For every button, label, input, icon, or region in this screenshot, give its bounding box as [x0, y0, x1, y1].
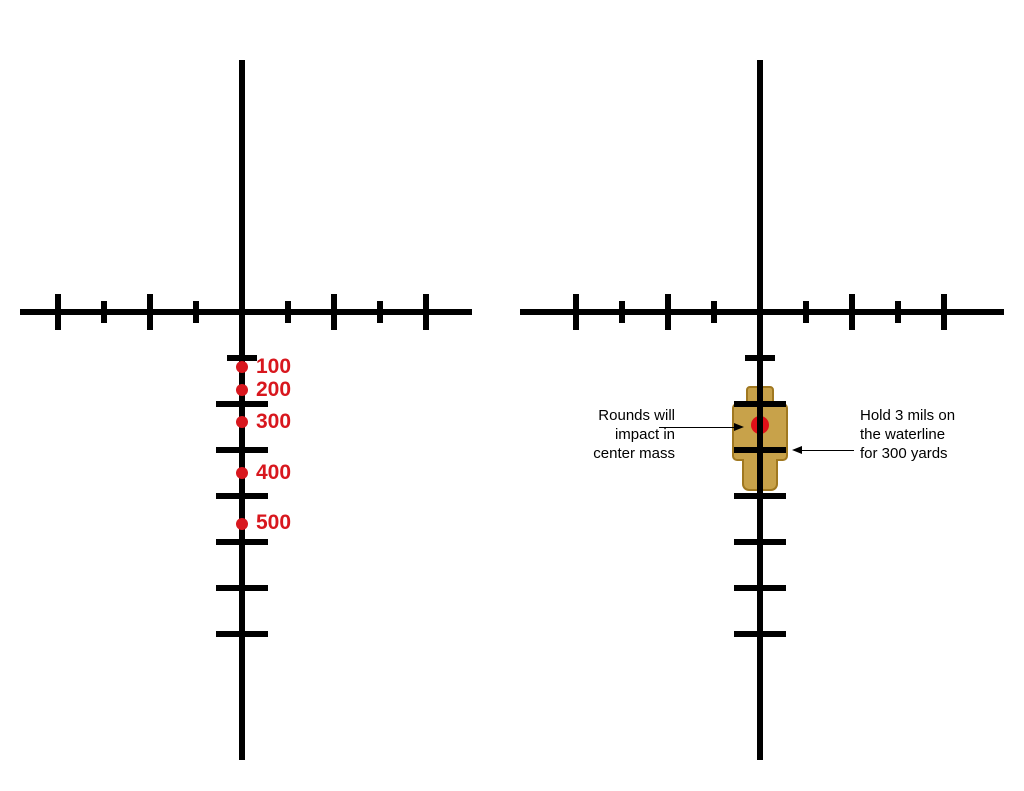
- right-reticle-h-tick: [895, 301, 901, 323]
- right-reticle-v-tick: [734, 493, 786, 499]
- right-reticle-h-tick: [803, 301, 809, 323]
- yardage-dot: [236, 518, 248, 530]
- left-reticle-v-tick: [216, 585, 268, 591]
- annotation-left-arrow: [659, 427, 734, 428]
- right-reticle-v-tick: [734, 631, 786, 637]
- yardage-dot: [236, 416, 248, 428]
- left-reticle-v-tick: [216, 539, 268, 545]
- yardage-dot: [236, 361, 248, 373]
- yardage-label: 200: [256, 378, 291, 402]
- right-reticle-v-tick: [734, 585, 786, 591]
- left-reticle-h-tick: [147, 294, 153, 330]
- left-reticle-h-tick: [101, 301, 107, 323]
- left-reticle-v-tick: [216, 447, 268, 453]
- right-reticle-v-tick: [734, 539, 786, 545]
- left-reticle-v-tick: [216, 493, 268, 499]
- right-reticle-h-tick: [941, 294, 947, 330]
- left-reticle-v-tick: [216, 401, 268, 407]
- right-reticle-h-tick: [573, 294, 579, 330]
- annotation-left: Rounds willimpact incenter mass: [555, 407, 675, 463]
- left-reticle-v-tick: [227, 355, 257, 361]
- left-reticle-horizontal-post: [20, 309, 472, 315]
- yardage-label: 100: [256, 355, 291, 379]
- left-reticle-v-tick: [216, 631, 268, 637]
- right-reticle-h-tick: [711, 301, 717, 323]
- right-reticle-h-tick: [665, 294, 671, 330]
- yardage-label: 300: [256, 410, 291, 434]
- annotation-right-arrow: [802, 450, 854, 451]
- left-reticle-h-tick: [193, 301, 199, 323]
- annotation-right-arrowhead: [792, 446, 802, 454]
- left-reticle-h-tick: [423, 294, 429, 330]
- annotation-left-arrowhead: [734, 423, 744, 431]
- left-reticle-vertical-post: [239, 60, 245, 760]
- diagram-canvas: 100200 300 400 500 Rounds willimpact incente…: [0, 0, 1024, 791]
- right-reticle-v-tick: [734, 401, 786, 407]
- right-reticle-horizontal-post: [520, 309, 1004, 315]
- right-reticle-v-tick: [745, 355, 775, 361]
- right-reticle-h-tick: [619, 301, 625, 323]
- right-reticle-h-tick: [849, 294, 855, 330]
- yardage-label: 500: [256, 511, 291, 535]
- yardage-dot: [236, 467, 248, 479]
- right-reticle-v-tick: [734, 447, 786, 453]
- annotation-right: Hold 3 mils onthe waterlinefor 300 yards: [860, 407, 1010, 463]
- left-reticle-h-tick: [377, 301, 383, 323]
- yardage-label: 400: [256, 461, 291, 485]
- left-reticle-h-tick: [55, 294, 61, 330]
- left-reticle-h-tick: [331, 294, 337, 330]
- right-reticle-vertical-post: [757, 60, 763, 760]
- yardage-dot: [236, 384, 248, 396]
- left-reticle-h-tick: [285, 301, 291, 323]
